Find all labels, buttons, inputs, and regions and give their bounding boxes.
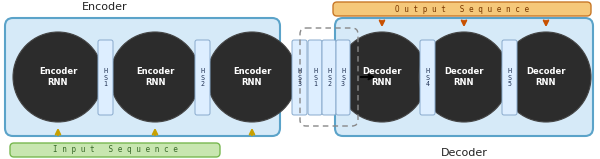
Text: H
S
4: H S 4: [425, 68, 430, 87]
Text: Encoder
RNN: Encoder RNN: [136, 67, 174, 87]
FancyBboxPatch shape: [5, 18, 280, 136]
Circle shape: [13, 32, 103, 122]
Text: Decoder: Decoder: [440, 148, 487, 158]
FancyBboxPatch shape: [420, 40, 435, 115]
Circle shape: [501, 32, 591, 122]
Text: H
S
2: H S 2: [327, 68, 331, 87]
FancyBboxPatch shape: [335, 18, 593, 136]
Text: Encoder
RNN: Encoder RNN: [39, 67, 77, 87]
Text: H
S
1: H S 1: [313, 68, 317, 87]
FancyBboxPatch shape: [322, 40, 336, 115]
Text: H
S
5: H S 5: [508, 68, 511, 87]
Text: H
S
3: H S 3: [298, 68, 302, 87]
Text: I n p u t   S e q u e n c e: I n p u t S e q u e n c e: [53, 145, 178, 155]
Text: Decoder
RNN: Decoder RNN: [444, 67, 484, 87]
FancyBboxPatch shape: [502, 40, 517, 115]
Text: H
S
1: H S 1: [104, 68, 107, 87]
Text: Encoder
RNN: Encoder RNN: [233, 67, 271, 87]
Circle shape: [337, 32, 427, 122]
FancyBboxPatch shape: [336, 40, 350, 115]
Circle shape: [110, 32, 200, 122]
Text: H
S
3: H S 3: [341, 68, 345, 87]
Text: Decoder
RNN: Decoder RNN: [362, 67, 402, 87]
Text: O u t p u t   S e q u e n c e: O u t p u t S e q u e n c e: [395, 4, 529, 14]
Circle shape: [207, 32, 297, 122]
FancyBboxPatch shape: [10, 143, 220, 157]
FancyBboxPatch shape: [308, 40, 322, 115]
FancyBboxPatch shape: [195, 40, 210, 115]
Circle shape: [419, 32, 509, 122]
FancyBboxPatch shape: [292, 40, 307, 115]
Text: H
S
2: H S 2: [200, 68, 205, 87]
FancyBboxPatch shape: [98, 40, 113, 115]
Text: Decoder
RNN: Decoder RNN: [526, 67, 566, 87]
FancyBboxPatch shape: [333, 2, 591, 16]
Text: Encoder: Encoder: [82, 2, 128, 12]
